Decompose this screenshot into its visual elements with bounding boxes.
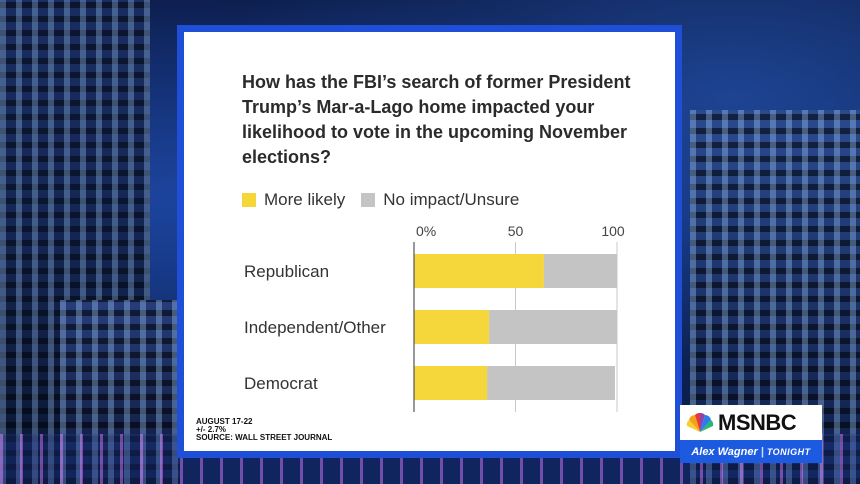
bar-republican-no-impact: [543, 254, 617, 288]
bar-republican-more-likely: [414, 254, 544, 288]
network-logo: MSNBC Alex Wagner | TONIGHT: [680, 405, 822, 463]
source-margin: +/- 2.7%: [196, 425, 227, 434]
show-separator: |: [760, 445, 764, 458]
source-credit: SOURCE: WALL STREET JOURNAL: [196, 433, 333, 442]
legend-label-more-likely: More likely: [264, 190, 346, 209]
network-name: MSNBC: [718, 409, 797, 435]
peacock-icon: [686, 412, 714, 434]
category-label-republican: Republican: [244, 262, 329, 281]
bar-democrat-no-impact: [487, 366, 615, 400]
bar-democrat-more-likely: [414, 366, 488, 400]
legend-swatch-more-likely: [242, 193, 256, 207]
show-bar: Alex Wagner | TONIGHT: [680, 440, 822, 463]
chart-title: How has the FBI’s search of former Presi…: [242, 72, 631, 167]
bar-chart: 0% 50 100 Republican Independent/Other Democr…: [244, 223, 625, 412]
x-tick-label-0: 0%: [416, 223, 436, 239]
source-note: AUGUST 17-22 +/- 2.7% SOURCE: WALL STREE…: [196, 418, 332, 442]
category-label-independent-other: Independent/Other: [244, 318, 386, 337]
bar-independent-other-no-impact: [489, 310, 617, 344]
legend-item-more-likely: More likely: [242, 190, 345, 210]
chart-card: How has the FBI’s search of former Presi…: [184, 32, 675, 451]
x-tick-label-50: 50: [508, 223, 524, 239]
legend-swatch-no-impact: [361, 193, 376, 207]
bar-independent-other-more-likely: [414, 310, 490, 344]
category-label-democrat: Democrat: [244, 374, 318, 393]
x-tick-label-100: 100: [601, 223, 625, 239]
legend-label-no-impact: No impact/Unsure: [383, 190, 520, 209]
host-name: Alex Wagner: [691, 445, 758, 458]
legend: More likely No impact/Unsure: [242, 190, 535, 210]
logo-top: MSNBC: [680, 405, 822, 440]
legend-item-no-impact: No impact/Unsure: [361, 190, 519, 210]
source-date: AUGUST 17-22: [196, 417, 253, 426]
show-name: TONIGHT: [766, 446, 811, 457]
